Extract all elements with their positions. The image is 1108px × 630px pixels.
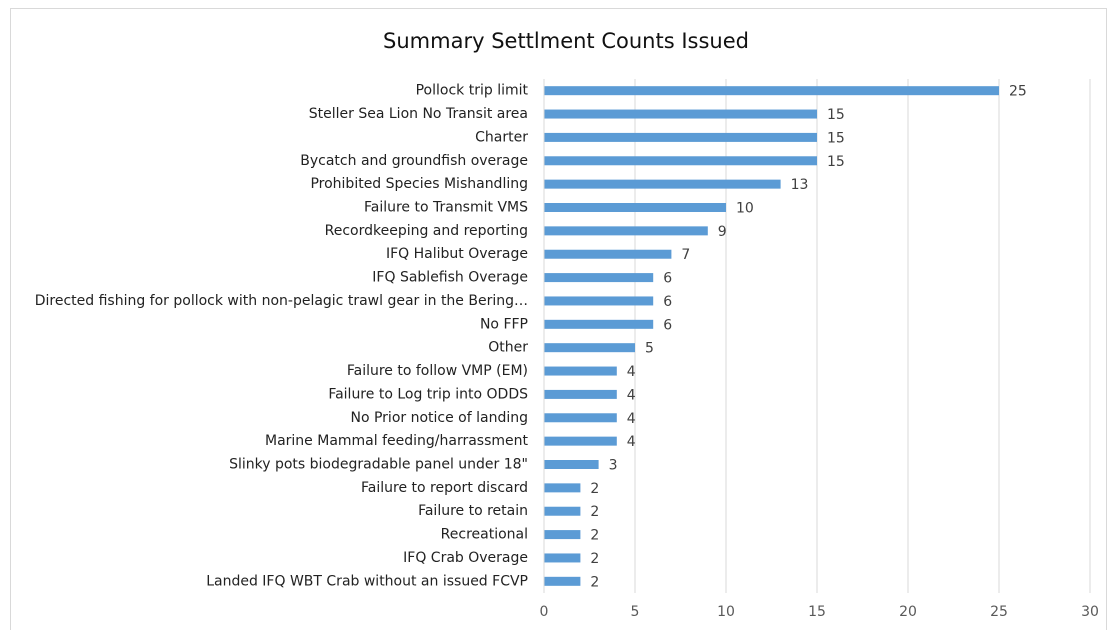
bar bbox=[544, 226, 708, 236]
bar bbox=[544, 179, 781, 189]
bar bbox=[544, 553, 581, 563]
y-tick-label: Prohibited Species Mishandling bbox=[310, 176, 528, 192]
chart-border bbox=[10, 8, 1107, 630]
data-label: 15 bbox=[827, 107, 845, 123]
bar bbox=[544, 109, 817, 119]
bar bbox=[544, 576, 581, 586]
bar bbox=[544, 366, 617, 376]
y-tick-label: Other bbox=[488, 340, 528, 356]
bar bbox=[544, 413, 617, 423]
y-tick-label: Steller Sea Lion No Transit area bbox=[309, 106, 528, 122]
bar bbox=[544, 319, 654, 329]
y-tick-label: Recreational bbox=[441, 527, 528, 543]
y-tick-label: Recordkeeping and reporting bbox=[325, 223, 528, 239]
y-tick-label: No FFP bbox=[480, 316, 528, 332]
bar bbox=[544, 436, 617, 446]
y-tick-label: Failure to report discard bbox=[361, 480, 528, 496]
chart-title: Summary Settlment Counts Issued bbox=[383, 29, 749, 53]
data-label: 6 bbox=[663, 317, 672, 333]
data-label: 2 bbox=[590, 551, 599, 567]
data-label: 5 bbox=[645, 341, 654, 357]
y-tick-label: Failure to follow VMP (EM) bbox=[347, 363, 528, 379]
y-tick-label: Slinky pots biodegradable panel under 18… bbox=[229, 457, 528, 473]
bar bbox=[544, 506, 581, 516]
y-tick-label: Landed IFQ WBT Crab without an issued FC… bbox=[206, 573, 528, 589]
y-tick-label: Failure to Log trip into ODDS bbox=[328, 386, 528, 402]
data-label: 4 bbox=[627, 411, 636, 427]
data-label: 15 bbox=[827, 154, 845, 170]
data-label: 25 bbox=[1009, 84, 1027, 100]
y-tick-label: Directed fishing for pollock with non-pe… bbox=[35, 293, 528, 309]
bar bbox=[544, 249, 672, 259]
bar bbox=[544, 86, 999, 96]
data-label: 15 bbox=[827, 130, 845, 146]
data-label: 7 bbox=[681, 247, 690, 263]
bar bbox=[544, 483, 581, 493]
bar bbox=[544, 132, 817, 142]
y-tick-label: IFQ Crab Overage bbox=[403, 550, 528, 566]
data-label: 6 bbox=[663, 271, 672, 287]
y-tick-label: IFQ Halibut Overage bbox=[386, 246, 528, 262]
x-tick-label: 0 bbox=[540, 604, 549, 620]
bar bbox=[544, 296, 654, 306]
y-tick-label: IFQ Sablefish Overage bbox=[372, 270, 528, 286]
y-tick-label: Charter bbox=[475, 129, 528, 145]
data-label: 2 bbox=[590, 574, 599, 590]
y-tick-label: Bycatch and groundfish overage bbox=[300, 153, 528, 169]
bar bbox=[544, 203, 726, 212]
data-label: 13 bbox=[791, 177, 809, 193]
bar bbox=[544, 530, 581, 540]
x-tick-label: 15 bbox=[808, 604, 826, 620]
data-label: 4 bbox=[627, 387, 636, 403]
data-label: 6 bbox=[663, 294, 672, 310]
x-tick-label: 25 bbox=[990, 604, 1008, 620]
y-tick-label: No Prior notice of landing bbox=[350, 410, 528, 426]
bar bbox=[544, 156, 817, 166]
bar bbox=[544, 273, 654, 283]
y-tick-label: Failure to Transmit VMS bbox=[364, 200, 528, 216]
data-label: 3 bbox=[609, 458, 618, 474]
data-label: 9 bbox=[718, 224, 727, 240]
bar bbox=[544, 343, 635, 353]
x-tick-label: 30 bbox=[1081, 604, 1099, 620]
data-label: 4 bbox=[627, 434, 636, 450]
bar bbox=[544, 389, 617, 399]
data-label: 2 bbox=[590, 481, 599, 497]
x-tick-label: 10 bbox=[717, 604, 735, 620]
data-label: 2 bbox=[590, 504, 599, 520]
y-tick-label: Failure to retain bbox=[418, 503, 528, 519]
data-label: 4 bbox=[627, 364, 636, 380]
bar bbox=[544, 460, 599, 469]
x-tick-label: 20 bbox=[899, 604, 917, 620]
y-tick-label: Marine Mammal feeding/harrassment bbox=[265, 433, 529, 449]
data-label: 2 bbox=[590, 528, 599, 544]
data-label: 10 bbox=[736, 201, 754, 217]
y-tick-label: Pollock trip limit bbox=[416, 83, 529, 99]
x-tick-label: 5 bbox=[631, 604, 640, 620]
